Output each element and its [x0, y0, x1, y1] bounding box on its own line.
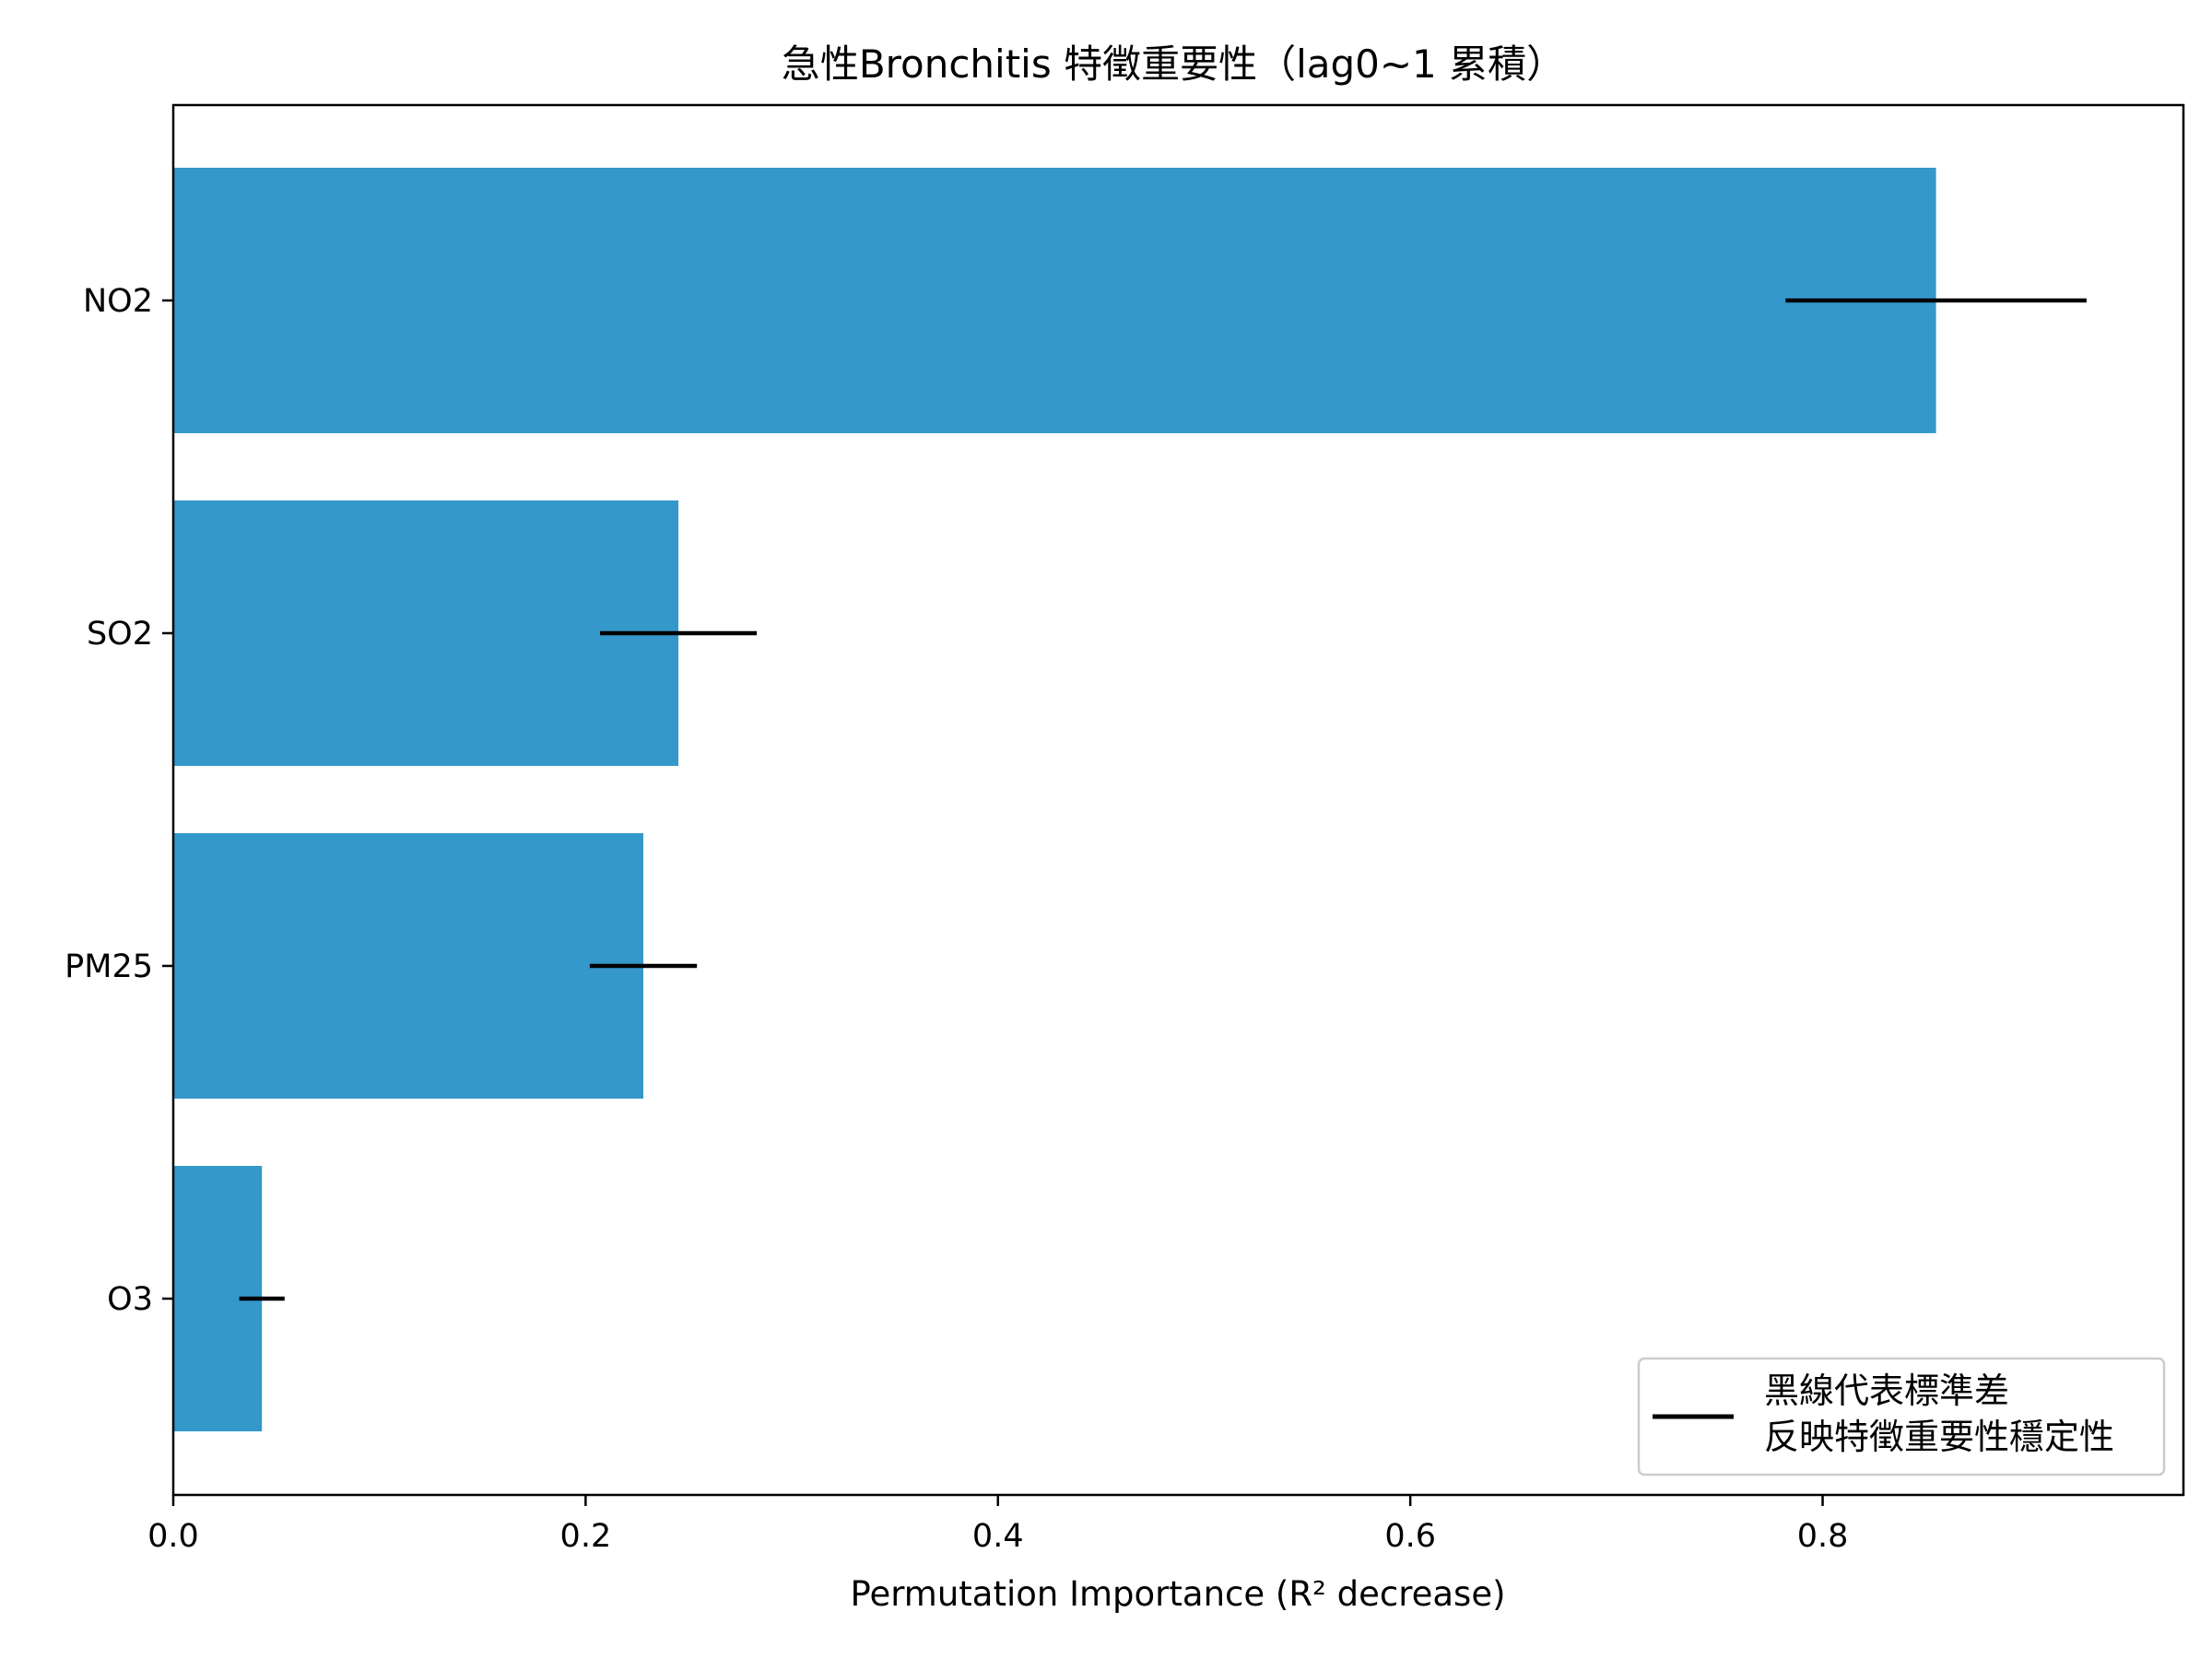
legend-text-line-1: 黑線代表標準差: [1764, 1371, 2009, 1411]
y-tick-label-o3: O3: [107, 1281, 153, 1318]
errorbars-group: [239, 298, 2087, 1301]
legend-text-line-2: 反映特徵重要性穩定性: [1764, 1417, 2114, 1457]
x-tick-label-3: 0.6: [1384, 1518, 1436, 1555]
y-axis-ticks: NO2 SO2 PM25 O3: [65, 283, 173, 1318]
legend-box: [1637, 1357, 2166, 1477]
y-tick-label-so2: SO2: [87, 616, 153, 653]
bar-no2: [173, 168, 1936, 433]
x-tick-label-2: 0.4: [972, 1518, 1024, 1555]
x-tick-label-4: 0.8: [1797, 1518, 1849, 1555]
legend: 黑線代表標準差 反映特徵重要性穩定性: [1637, 1357, 2166, 1477]
bars-group: [173, 168, 1936, 1431]
x-tick-label-1: 0.2: [560, 1518, 612, 1555]
y-tick-label-no2: NO2: [83, 283, 153, 320]
plot-frame: [171, 103, 2185, 1497]
y-tick-label-pm25: PM25: [65, 948, 153, 985]
chart-title: 急性Bronchitis 特徵重要性（lag0~1 累積）: [782, 41, 1565, 87]
x-axis-label: Permutation Importance (R² decrease): [850, 1574, 1505, 1614]
bar-so2: [173, 500, 679, 766]
bar-pm25: [173, 833, 644, 1099]
x-axis-ticks: 0.0 0.2 0.4 0.6 0.8: [147, 1495, 1848, 1555]
x-tick-label-0: 0.0: [147, 1518, 199, 1555]
